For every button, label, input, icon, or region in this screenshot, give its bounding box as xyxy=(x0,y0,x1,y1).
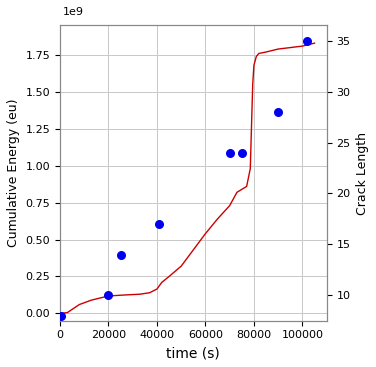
Point xyxy=(156,221,162,227)
Point xyxy=(118,252,124,258)
Y-axis label: Crack Length: Crack Length xyxy=(356,132,369,215)
Point xyxy=(105,292,111,298)
X-axis label: time (s): time (s) xyxy=(167,346,220,360)
Point xyxy=(58,313,64,319)
Point xyxy=(227,150,233,156)
Point xyxy=(304,38,310,44)
Point xyxy=(239,150,245,156)
Text: 1e9: 1e9 xyxy=(63,7,83,17)
Point xyxy=(275,109,281,115)
Y-axis label: Cumulative Energy (eu): Cumulative Energy (eu) xyxy=(7,99,20,247)
